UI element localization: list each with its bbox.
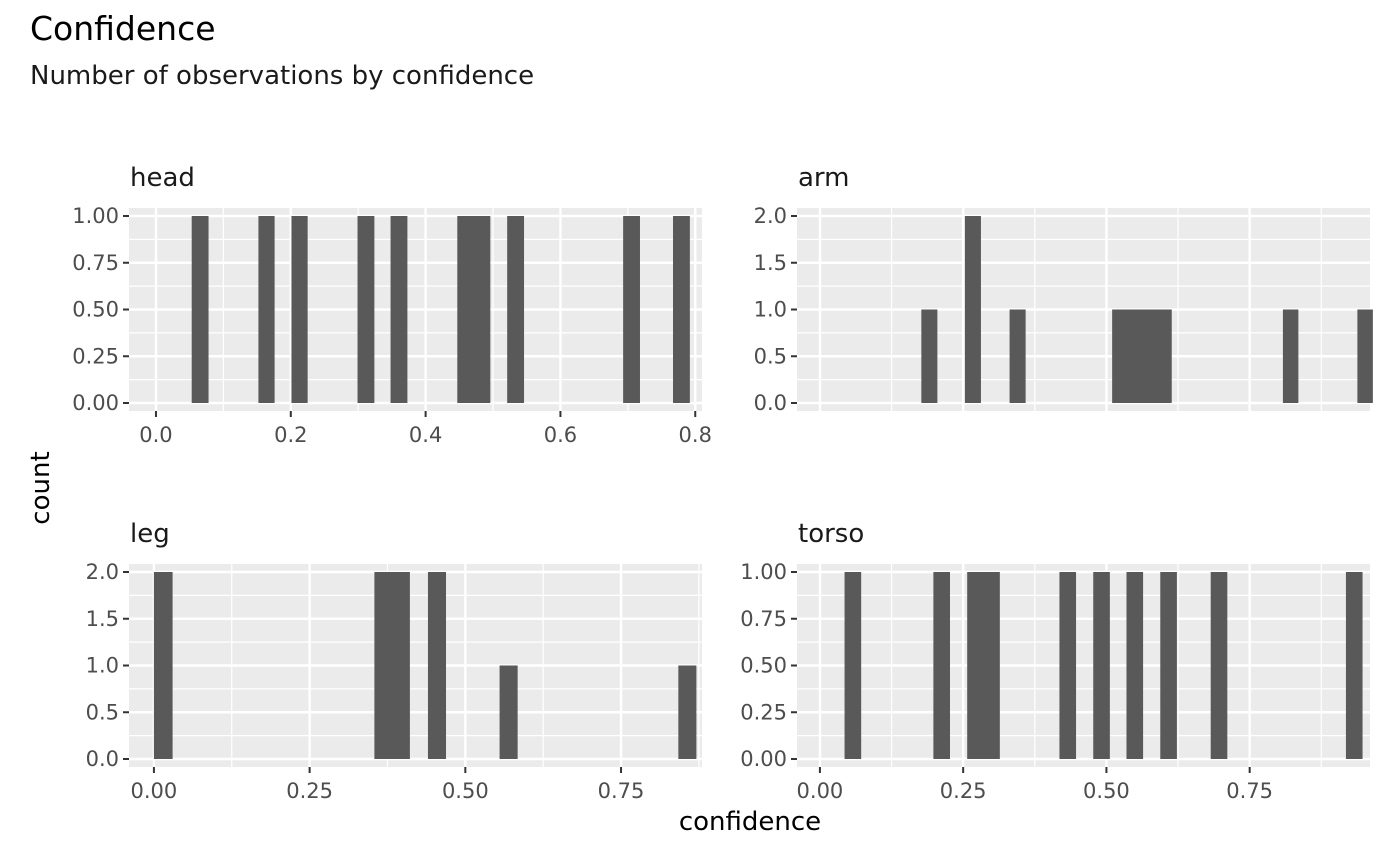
y-tick-label: 0.5 (86, 700, 119, 724)
x-tick-label: 0.4 (409, 423, 442, 447)
facet-label: leg (130, 519, 170, 549)
histogram-bar (1210, 572, 1228, 759)
facet-label: torso (798, 519, 864, 549)
histogram-bar (623, 216, 640, 403)
x-tick-label: 0.00 (797, 779, 844, 803)
y-tick-label: 0.00 (72, 391, 119, 415)
y-tick-label: 1.5 (754, 251, 787, 275)
y-tick-label: 2.0 (86, 560, 119, 584)
histogram-bar (390, 216, 408, 403)
facet-label: head (130, 163, 195, 193)
histogram-bar (258, 216, 275, 403)
x-tick-label: 0.50 (442, 779, 489, 803)
y-tick-label: 0.0 (754, 391, 787, 415)
facet-torso: torso 0.00 0.25 0.50 0.75 1.00 0.00 0.25 0.50 0.7… (740, 519, 1370, 803)
x-tick-label: 0.50 (1083, 779, 1130, 803)
x-tick-label: 0.6 (544, 423, 577, 447)
histogram-bar (291, 216, 308, 403)
histogram-bar (921, 309, 938, 403)
histogram-bar (191, 216, 209, 403)
histogram-bar (153, 572, 173, 759)
histogram-bar (374, 572, 410, 759)
y-tick-label: 1.0 (754, 298, 787, 322)
x-axis-title: confidence (679, 807, 821, 837)
y-tick-label: 0.25 (740, 700, 787, 724)
y-tick-label: 0.00 (740, 747, 787, 771)
histogram-bar (1112, 309, 1172, 403)
facet-head: head 0.00 0.25 0.50 0.75 1.00 0.0 0.2 0.4 0.6 0.8 (72, 163, 712, 447)
histogram-bar (457, 216, 491, 403)
x-tick-label: 0.75 (598, 779, 645, 803)
chart-title: Confidence (30, 9, 216, 48)
y-tick-label: 0.75 (72, 251, 119, 275)
y-tick-label: 1.5 (86, 607, 119, 631)
x-tick-label: 0.8 (679, 423, 712, 447)
x-tick-label: 0.0 (139, 423, 172, 447)
histogram-bar (507, 216, 525, 403)
histogram-bar (1357, 309, 1373, 403)
histogram-bar (964, 216, 981, 403)
histogram-bar (673, 216, 690, 403)
x-tick-label: 0.00 (131, 779, 178, 803)
y-tick-label: 0.75 (740, 607, 787, 631)
y-tick-label: 1.00 (740, 560, 787, 584)
histogram-bar (499, 665, 518, 759)
y-tick-label: 1.00 (72, 204, 119, 228)
histogram-bar (1093, 572, 1110, 759)
x-tick-label: 0.25 (286, 779, 333, 803)
histogram-bar (1059, 572, 1077, 759)
facet-label: arm (798, 163, 850, 193)
histogram-bar (1009, 309, 1026, 403)
x-tick-label: 0.25 (940, 779, 987, 803)
histogram-bar (357, 216, 375, 403)
chart-subtitle: Number of observations by confidence (30, 61, 534, 91)
y-tick-label: 0.50 (72, 298, 119, 322)
histogram-bar (844, 572, 862, 759)
facet-leg: leg 0.0 0.5 1.0 1.5 2.0 0.00 0.25 0.50 0.75 (86, 519, 702, 803)
y-tick-label: 0.50 (740, 654, 787, 678)
y-axis-title: count (26, 451, 56, 524)
x-tick-label: 0.75 (1226, 779, 1273, 803)
histogram-bar (1345, 572, 1363, 759)
histogram-bar (1282, 309, 1299, 403)
facet-arm: arm 0.0 0.5 1.0 1.5 2.0 (754, 163, 1373, 415)
histogram-bar (678, 665, 697, 759)
y-tick-label: 0.25 (72, 344, 119, 368)
histogram-bar (1126, 572, 1144, 759)
x-tick-label: 0.2 (274, 423, 307, 447)
histogram-bar (933, 572, 950, 759)
y-tick-label: 0.5 (754, 344, 787, 368)
histogram-bar (1160, 572, 1177, 759)
y-tick-label: 0.0 (86, 747, 119, 771)
facet-panels: head 0.00 0.25 0.50 0.75 1.00 0.0 0.2 0.4 0.6 0.8 a… (72, 163, 1373, 803)
y-tick-label: 2.0 (754, 204, 787, 228)
histogram-bar (967, 572, 1000, 759)
y-tick-label: 1.0 (86, 654, 119, 678)
histogram-bar (427, 572, 447, 759)
